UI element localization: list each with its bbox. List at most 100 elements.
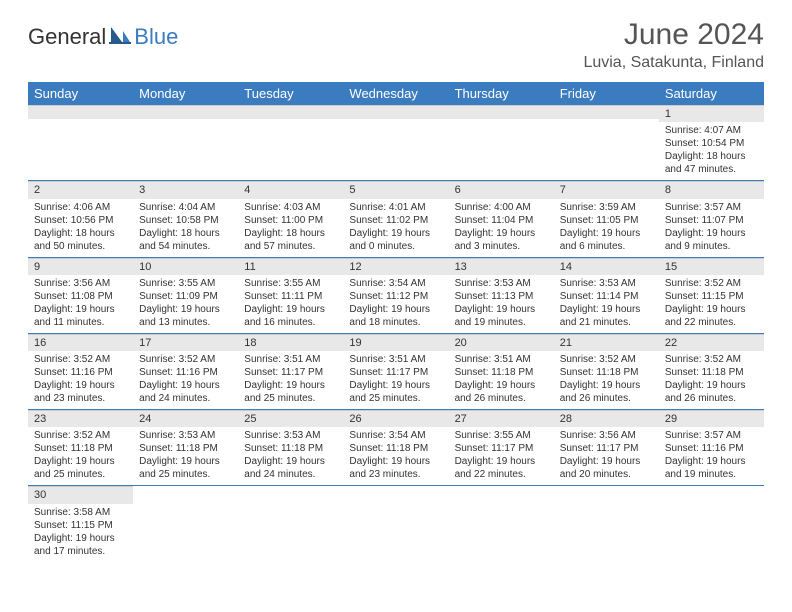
- day-number: 28: [554, 410, 659, 427]
- daylight-text-2: and 47 minutes.: [665, 163, 758, 176]
- calendar-week-row: 2Sunrise: 4:06 AMSunset: 10:56 PMDayligh…: [28, 181, 764, 257]
- calendar-cell: [133, 105, 238, 181]
- sunset-text: Sunset: 11:18 PM: [560, 366, 653, 379]
- sunrise-text: Sunrise: 3:55 AM: [139, 277, 232, 290]
- day-details: Sunrise: 3:56 AMSunset: 11:08 PMDaylight…: [28, 275, 133, 333]
- daylight-text-2: and 0 minutes.: [349, 240, 442, 253]
- calendar-cell: 1Sunrise: 4:07 AMSunset: 10:54 PMDayligh…: [659, 105, 764, 181]
- sunrise-text: Sunrise: 4:03 AM: [244, 201, 337, 214]
- sunrise-text: Sunrise: 4:04 AM: [139, 201, 232, 214]
- daylight-text-2: and 16 minutes.: [244, 316, 337, 329]
- sunset-text: Sunset: 11:17 PM: [455, 442, 548, 455]
- day-number: 17: [133, 334, 238, 351]
- sunrise-text: Sunrise: 3:53 AM: [455, 277, 548, 290]
- calendar-cell: 26Sunrise: 3:54 AMSunset: 11:18 PMDaylig…: [343, 410, 448, 486]
- daylight-text-2: and 22 minutes.: [665, 316, 758, 329]
- day-details: Sunrise: 3:54 AMSunset: 11:12 PMDaylight…: [343, 275, 448, 333]
- day-number: 23: [28, 410, 133, 427]
- calendar-cell: 29Sunrise: 3:57 AMSunset: 11:16 PMDaylig…: [659, 410, 764, 486]
- day-number: 18: [238, 334, 343, 351]
- sunrise-text: Sunrise: 3:52 AM: [34, 429, 127, 442]
- calendar-cell: [659, 486, 764, 562]
- daylight-text: Daylight: 19 hours: [34, 303, 127, 316]
- daylight-text-2: and 19 minutes.: [665, 468, 758, 481]
- day-details: Sunrise: 3:52 AMSunset: 11:15 PMDaylight…: [659, 275, 764, 333]
- daylight-text-2: and 17 minutes.: [34, 545, 127, 558]
- day-number: 9: [28, 258, 133, 275]
- sunset-text: Sunset: 11:00 PM: [244, 214, 337, 227]
- day-details: Sunrise: 3:55 AMSunset: 11:11 PMDaylight…: [238, 275, 343, 333]
- sunset-text: Sunset: 11:17 PM: [244, 366, 337, 379]
- calendar-cell: [343, 105, 448, 181]
- daylight-text: Daylight: 19 hours: [665, 379, 758, 392]
- sunrise-text: Sunrise: 3:55 AM: [244, 277, 337, 290]
- calendar-cell: 5Sunrise: 4:01 AMSunset: 11:02 PMDayligh…: [343, 181, 448, 257]
- day-header: Monday: [133, 82, 238, 105]
- day-number: 10: [133, 258, 238, 275]
- calendar-cell: 13Sunrise: 3:53 AMSunset: 11:13 PMDaylig…: [449, 257, 554, 333]
- calendar-week-row: 9Sunrise: 3:56 AMSunset: 11:08 PMDayligh…: [28, 257, 764, 333]
- sunset-text: Sunset: 11:18 PM: [34, 442, 127, 455]
- day-details: Sunrise: 3:56 AMSunset: 11:17 PMDaylight…: [554, 427, 659, 485]
- sunrise-text: Sunrise: 3:51 AM: [455, 353, 548, 366]
- day-number: 15: [659, 258, 764, 275]
- day-number: 11: [238, 258, 343, 275]
- daylight-text: Daylight: 19 hours: [244, 303, 337, 316]
- month-title: June 2024: [583, 18, 764, 52]
- day-details: Sunrise: 3:57 AMSunset: 11:07 PMDaylight…: [659, 199, 764, 257]
- sunset-text: Sunset: 11:16 PM: [139, 366, 232, 379]
- calendar-cell: 19Sunrise: 3:51 AMSunset: 11:17 PMDaylig…: [343, 333, 448, 409]
- day-number: 22: [659, 334, 764, 351]
- calendar-cell: 23 Sunrise: 3:52 AMSunset: 11:18 PMDaylig…: [28, 410, 133, 486]
- sunrise-text: Sunrise: 3:59 AM: [560, 201, 653, 214]
- daylight-text-2: and 20 minutes.: [560, 468, 653, 481]
- daylight-text-2: and 9 minutes.: [665, 240, 758, 253]
- daylight-text: Daylight: 19 hours: [455, 455, 548, 468]
- day-number: 14: [554, 258, 659, 275]
- day-details: Sunrise: 3:58 AMSunset: 11:15 PMDaylight…: [28, 504, 133, 562]
- daylight-text-2: and 23 minutes.: [34, 392, 127, 405]
- daylight-text: Daylight: 19 hours: [34, 455, 127, 468]
- daylight-text-2: and 25 minutes.: [34, 468, 127, 481]
- calendar-cell: 18Sunrise: 3:51 AMSunset: 11:17 PMDaylig…: [238, 333, 343, 409]
- day-details: Sunrise: 4:03 AMSunset: 11:00 PMDaylight…: [238, 199, 343, 257]
- sunrise-text: Sunrise: 3:52 AM: [665, 353, 758, 366]
- sunset-text: Sunset: 11:13 PM: [455, 290, 548, 303]
- daylight-text: Daylight: 19 hours: [560, 379, 653, 392]
- daylight-text: Daylight: 19 hours: [349, 379, 442, 392]
- sunrise-text: Sunrise: 3:57 AM: [665, 429, 758, 442]
- daylight-text: Daylight: 18 hours: [665, 150, 758, 163]
- daylight-text-2: and 50 minutes.: [34, 240, 127, 253]
- daylight-text-2: and 23 minutes.: [349, 468, 442, 481]
- calendar-cell: 9Sunrise: 3:56 AMSunset: 11:08 PMDayligh…: [28, 257, 133, 333]
- day-number: 6: [449, 181, 554, 198]
- sunrise-text: Sunrise: 3:51 AM: [349, 353, 442, 366]
- calendar-cell: [343, 486, 448, 562]
- sunset-text: Sunset: 11:08 PM: [34, 290, 127, 303]
- day-number: 8: [659, 181, 764, 198]
- logo-sail-icon: [109, 25, 131, 50]
- sunset-text: Sunset: 11:18 PM: [455, 366, 548, 379]
- day-number: 30: [28, 486, 133, 503]
- daylight-text-2: and 25 minutes.: [349, 392, 442, 405]
- day-number: 1: [659, 105, 764, 122]
- sunset-text: Sunset: 11:05 PM: [560, 214, 653, 227]
- sunset-text: Sunset: 11:18 PM: [244, 442, 337, 455]
- daylight-text: Daylight: 19 hours: [349, 455, 442, 468]
- sunrise-text: Sunrise: 3:53 AM: [244, 429, 337, 442]
- sunset-text: Sunset: 11:14 PM: [560, 290, 653, 303]
- day-details: Sunrise: 3:59 AMSunset: 11:05 PMDaylight…: [554, 199, 659, 257]
- sunset-text: Sunset: 11:15 PM: [34, 519, 127, 532]
- daylight-text-2: and 26 minutes.: [455, 392, 548, 405]
- daylight-text-2: and 57 minutes.: [244, 240, 337, 253]
- sunset-text: Sunset: 10:56 PM: [34, 214, 127, 227]
- daylight-text: Daylight: 19 hours: [244, 379, 337, 392]
- header: General Blue June 2024 Luvia, Satakunta,…: [28, 18, 764, 72]
- daylight-text-2: and 25 minutes.: [244, 392, 337, 405]
- daylight-text: Daylight: 19 hours: [455, 303, 548, 316]
- logo-text-blue: Blue: [134, 24, 178, 50]
- daylight-text-2: and 25 minutes.: [139, 468, 232, 481]
- sunrise-text: Sunrise: 4:01 AM: [349, 201, 442, 214]
- calendar-cell: 3Sunrise: 4:04 AMSunset: 10:58 PMDayligh…: [133, 181, 238, 257]
- daylight-text-2: and 26 minutes.: [665, 392, 758, 405]
